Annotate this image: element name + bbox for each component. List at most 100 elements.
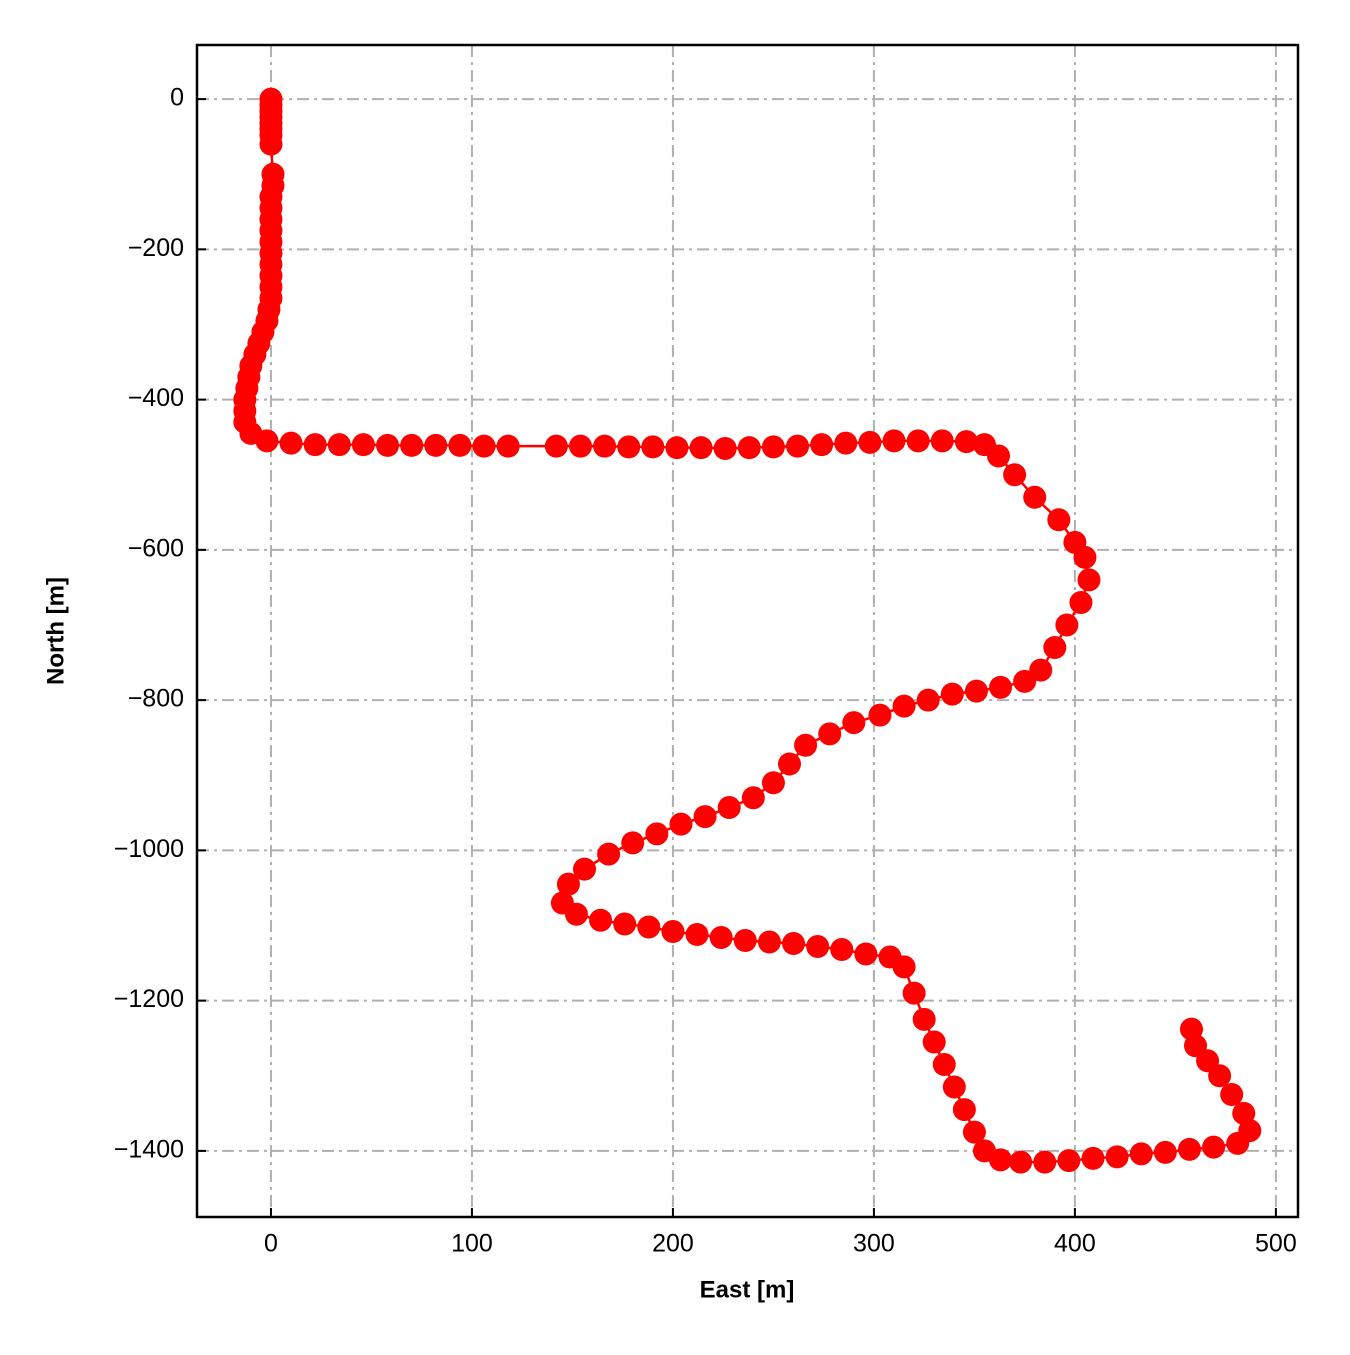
point-marker	[1153, 1140, 1177, 1164]
point-marker	[689, 436, 713, 460]
y-tick-label: −200	[128, 234, 184, 262]
point-marker	[544, 434, 568, 458]
point-marker	[954, 430, 978, 454]
point-marker	[932, 1052, 956, 1076]
y-tick-label: −1200	[114, 985, 184, 1013]
point-marker	[709, 926, 733, 950]
point-marker	[794, 733, 818, 757]
point-marker	[757, 930, 781, 954]
point-marker	[496, 434, 520, 458]
point-marker	[868, 703, 892, 727]
point-marker	[882, 429, 906, 453]
point-marker	[573, 857, 597, 881]
point-marker	[589, 908, 613, 932]
point-marker	[1069, 590, 1093, 614]
point-marker	[778, 752, 802, 776]
point-marker	[259, 132, 283, 156]
point-marker	[568, 434, 592, 458]
point-marker	[892, 955, 916, 979]
point-marker	[641, 435, 665, 459]
point-marker	[1043, 636, 1067, 660]
trajectory-line	[243, 99, 1252, 1164]
point-marker	[930, 429, 954, 453]
plot-frame	[195, 43, 1300, 1219]
point-marker	[892, 694, 916, 718]
x-axis-label: East [m]	[700, 1276, 795, 1303]
point-marker	[621, 831, 645, 855]
y-tick-label: −1400	[114, 1135, 184, 1163]
point-marker	[303, 433, 327, 457]
point-marker	[472, 434, 496, 458]
point-marker	[1029, 658, 1053, 682]
y-tick-label: −600	[128, 534, 184, 562]
x-tick-label: 300	[853, 1230, 895, 1258]
point-marker	[912, 1007, 936, 1031]
point-marker	[989, 675, 1013, 699]
point-marker	[733, 929, 757, 953]
point-marker	[693, 805, 717, 829]
point-marker	[741, 786, 765, 810]
point-marker	[637, 915, 661, 939]
point-marker	[1009, 1150, 1033, 1174]
point-marker	[1047, 508, 1071, 532]
point-marker	[1220, 1083, 1244, 1107]
point-marker	[1057, 1149, 1081, 1173]
point-marker	[400, 433, 424, 457]
point-marker	[593, 434, 617, 458]
point-marker	[1023, 485, 1047, 509]
point-marker	[858, 430, 882, 454]
point-marker	[987, 444, 1011, 468]
point-marker	[376, 433, 400, 457]
point-marker	[810, 433, 834, 457]
point-marker	[1129, 1142, 1153, 1166]
point-marker	[1073, 545, 1097, 569]
y-tick-label: 0	[170, 84, 184, 112]
point-marker	[952, 1098, 976, 1122]
y-tick-label: −1000	[114, 835, 184, 863]
point-marker	[645, 822, 669, 846]
point-marker	[761, 435, 785, 459]
point-marker	[617, 435, 641, 459]
point-marker	[661, 920, 685, 944]
point-marker	[830, 938, 854, 962]
point-marker	[556, 872, 580, 896]
y-tick-label: −800	[128, 685, 184, 713]
point-marker	[902, 981, 926, 1005]
point-marker	[818, 722, 842, 746]
point-marker	[564, 902, 588, 926]
point-marker	[1055, 613, 1079, 637]
point-marker	[737, 436, 761, 460]
point-marker	[806, 935, 830, 959]
point-marker	[685, 923, 709, 947]
point-marker	[916, 688, 940, 712]
x-tick-label: 400	[1054, 1230, 1096, 1258]
point-marker	[922, 1030, 946, 1054]
point-marker	[1177, 1137, 1201, 1161]
point-marker	[1081, 1146, 1105, 1170]
point-marker	[1232, 1101, 1256, 1125]
point-marker	[613, 912, 637, 936]
point-marker	[1202, 1135, 1226, 1159]
point-marker	[424, 433, 448, 457]
point-marker	[761, 771, 785, 795]
point-marker	[834, 431, 858, 455]
point-marker	[940, 682, 964, 706]
point-marker	[1003, 463, 1027, 487]
point-marker	[665, 436, 689, 460]
point-marker	[1105, 1145, 1129, 1169]
point-marker	[964, 679, 988, 703]
point-marker	[597, 842, 621, 866]
point-marker	[842, 711, 866, 735]
point-marker	[717, 796, 741, 820]
point-marker	[1238, 1119, 1262, 1143]
point-marker	[669, 812, 693, 836]
point-marker	[1013, 669, 1037, 693]
point-marker	[1033, 1150, 1057, 1174]
point-marker	[1077, 568, 1101, 592]
point-marker	[351, 433, 375, 457]
point-marker	[906, 429, 930, 453]
point-marker	[327, 433, 351, 457]
y-tick-label: −400	[128, 384, 184, 412]
point-marker	[448, 433, 472, 457]
